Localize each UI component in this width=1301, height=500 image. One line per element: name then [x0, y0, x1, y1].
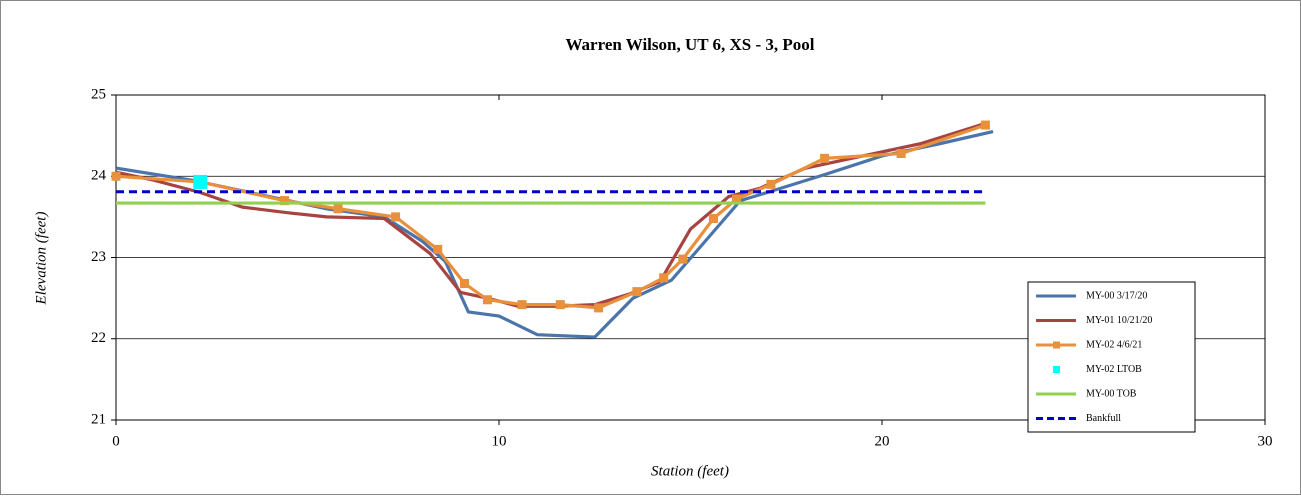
legend-label: MY-02 4/6/21	[1086, 339, 1142, 350]
marker	[731, 194, 741, 204]
marker	[517, 300, 527, 310]
marker	[483, 295, 493, 305]
x-tick-label: 30	[1258, 433, 1273, 449]
x-axis-label: Station (feet)	[651, 463, 729, 479]
marker	[391, 212, 401, 222]
x-tick-label: 20	[875, 433, 890, 449]
legend-label: MY-00 TOB	[1086, 388, 1137, 399]
legend-label: MY-01 10/21/20	[1086, 315, 1152, 326]
y-tick-label: 22	[91, 330, 106, 346]
x-tick-label: 10	[492, 433, 507, 449]
marker	[333, 204, 343, 214]
y-tick-label: 24	[91, 168, 107, 184]
marker	[632, 287, 642, 297]
y-axis-label: Elevation (feet)	[33, 212, 49, 306]
marker	[555, 300, 565, 310]
legend-label: MY-00 3/17/20	[1086, 290, 1147, 301]
y-tick-label: 23	[91, 249, 106, 265]
chart-title: Warren Wilson, UT 6, XS - 3, Pool	[565, 35, 814, 54]
marker	[460, 279, 470, 288]
x-tick-label: 0	[112, 433, 120, 449]
marker	[193, 174, 208, 189]
marker	[111, 171, 121, 181]
legend-label: Bankfull	[1086, 413, 1121, 424]
marker	[896, 149, 906, 158]
legend-label: MY-02 LTOB	[1086, 364, 1142, 375]
legend-marker	[1053, 341, 1060, 349]
marker	[280, 196, 290, 206]
marker	[980, 120, 990, 130]
marker	[678, 254, 688, 264]
marker	[659, 273, 669, 283]
marker	[708, 214, 718, 223]
plot-area	[115, 94, 1266, 421]
y-tick-label: 25	[91, 86, 106, 102]
series-line	[115, 123, 986, 310]
legend-marker	[1053, 366, 1060, 373]
marker	[766, 179, 776, 189]
marker	[433, 244, 443, 254]
y-tick-label: 21	[91, 411, 106, 427]
marker	[594, 303, 604, 313]
marker	[820, 153, 830, 163]
legend-box	[1027, 281, 1196, 433]
